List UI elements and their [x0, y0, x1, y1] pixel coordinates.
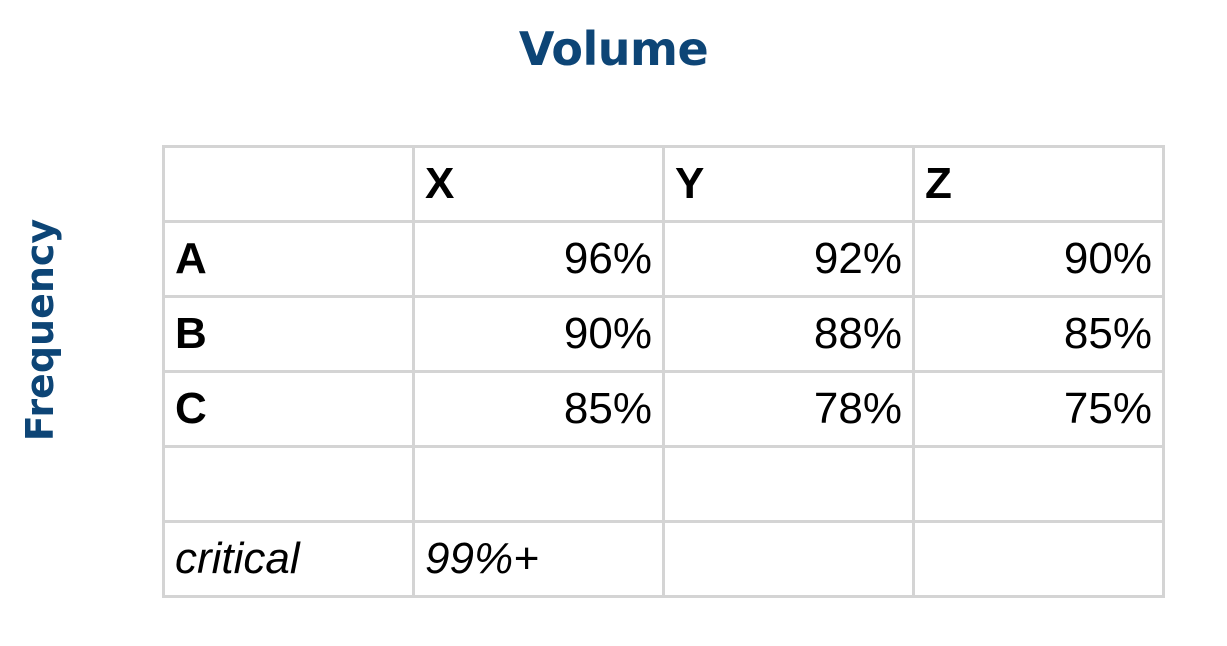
table-header-row: X Y Z [162, 145, 1165, 223]
table-row: A 96% 92% 90% [162, 220, 1165, 298]
header-cell-x: X [412, 145, 665, 223]
header-cell-y: Y [662, 145, 915, 223]
empty-cell [912, 445, 1165, 523]
service-level-table: X Y Z A 96% 92% 90% B 90% 88% 85% C 85% … [162, 145, 1165, 598]
header-corner-cell [162, 145, 415, 223]
cell-b-x: 90% [412, 295, 665, 373]
frequency-title: Frequency [18, 218, 62, 442]
cell-b-z: 85% [912, 295, 1165, 373]
table-row: B 90% 88% 85% [162, 295, 1165, 373]
row-label-a: A [162, 220, 415, 298]
table-row-empty [162, 445, 1165, 523]
cell-a-x: 96% [412, 220, 665, 298]
row-label-b: B [162, 295, 415, 373]
cell-a-z: 90% [912, 220, 1165, 298]
cell-c-x: 85% [412, 370, 665, 448]
cell-critical-z [912, 520, 1165, 598]
header-cell-z: Z [912, 145, 1165, 223]
cell-critical-x: 99%+ [412, 520, 665, 598]
volume-title: Volume [518, 22, 709, 76]
empty-row-label [162, 445, 415, 523]
table-row-critical: critical 99%+ [162, 520, 1165, 598]
cell-c-z: 75% [912, 370, 1165, 448]
row-label-c: C [162, 370, 415, 448]
cell-a-y: 92% [662, 220, 915, 298]
cell-c-y: 78% [662, 370, 915, 448]
cell-critical-y [662, 520, 915, 598]
empty-cell [412, 445, 665, 523]
cell-b-y: 88% [662, 295, 915, 373]
table-row: C 85% 78% 75% [162, 370, 1165, 448]
empty-cell [662, 445, 915, 523]
row-label-critical: critical [162, 520, 415, 598]
